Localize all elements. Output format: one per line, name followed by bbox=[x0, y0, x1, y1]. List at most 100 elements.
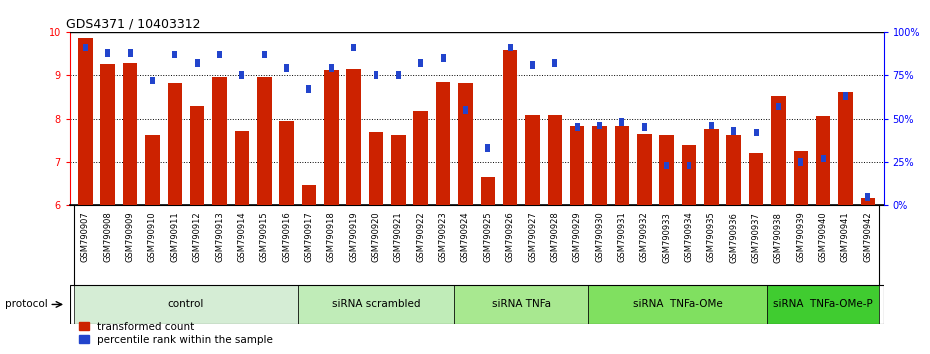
Text: GSM790931: GSM790931 bbox=[618, 212, 627, 262]
Text: GSM790939: GSM790939 bbox=[796, 212, 805, 262]
Bar bbox=[83, 44, 87, 51]
Text: GSM790909: GSM790909 bbox=[126, 212, 135, 262]
Text: GSM790924: GSM790924 bbox=[461, 212, 470, 262]
Bar bbox=[285, 64, 289, 72]
Text: GSM790910: GSM790910 bbox=[148, 212, 157, 262]
Bar bbox=[481, 177, 495, 205]
Text: GSM790940: GSM790940 bbox=[818, 212, 828, 262]
Bar bbox=[637, 134, 652, 205]
Bar bbox=[324, 70, 339, 205]
Bar bbox=[307, 85, 312, 93]
Text: GSM790932: GSM790932 bbox=[640, 212, 649, 262]
Text: GSM790923: GSM790923 bbox=[439, 212, 447, 262]
Text: GSM790921: GSM790921 bbox=[394, 212, 403, 262]
Bar bbox=[217, 51, 222, 58]
Text: GSM790934: GSM790934 bbox=[684, 212, 694, 262]
Bar bbox=[257, 78, 272, 205]
Text: control: control bbox=[167, 299, 205, 309]
Bar bbox=[860, 198, 875, 205]
Text: GSM790908: GSM790908 bbox=[103, 212, 113, 262]
Bar bbox=[392, 135, 405, 205]
Bar bbox=[458, 83, 472, 205]
Bar bbox=[127, 49, 133, 57]
Bar bbox=[352, 44, 356, 51]
Bar bbox=[346, 69, 361, 205]
Text: GSM790915: GSM790915 bbox=[259, 212, 269, 262]
Bar bbox=[866, 193, 870, 201]
Bar bbox=[597, 122, 602, 130]
Bar bbox=[414, 111, 428, 205]
Bar bbox=[150, 76, 155, 84]
Text: siRNA  TNFa-OMe: siRNA TNFa-OMe bbox=[633, 299, 723, 309]
Bar bbox=[239, 71, 245, 79]
Bar bbox=[105, 49, 111, 57]
Bar bbox=[838, 92, 853, 205]
Bar bbox=[418, 59, 423, 67]
Text: protocol: protocol bbox=[5, 299, 47, 309]
Bar bbox=[167, 83, 182, 205]
Bar bbox=[664, 161, 669, 169]
Text: GSM790914: GSM790914 bbox=[237, 212, 246, 262]
Bar bbox=[767, 285, 879, 324]
Bar bbox=[816, 116, 830, 205]
Bar bbox=[619, 118, 624, 126]
Bar bbox=[753, 129, 759, 136]
Bar bbox=[798, 158, 804, 166]
Text: GSM790938: GSM790938 bbox=[774, 212, 783, 263]
Text: GSM790926: GSM790926 bbox=[506, 212, 514, 262]
Bar bbox=[279, 121, 294, 205]
Bar bbox=[374, 71, 379, 79]
Bar bbox=[731, 127, 737, 135]
Text: GSM790911: GSM790911 bbox=[170, 212, 179, 262]
Text: GDS4371 / 10403312: GDS4371 / 10403312 bbox=[66, 18, 200, 31]
Text: GSM790916: GSM790916 bbox=[282, 212, 291, 262]
Bar bbox=[485, 144, 490, 152]
Text: GSM790913: GSM790913 bbox=[215, 212, 224, 262]
Bar bbox=[771, 96, 786, 205]
Text: GSM790936: GSM790936 bbox=[729, 212, 738, 263]
Bar bbox=[194, 59, 200, 67]
Bar bbox=[329, 64, 334, 72]
Text: GSM790922: GSM790922 bbox=[417, 212, 425, 262]
Bar bbox=[261, 51, 267, 58]
Bar bbox=[843, 92, 848, 100]
Bar bbox=[463, 106, 468, 114]
Bar bbox=[525, 115, 539, 205]
Bar bbox=[820, 155, 826, 162]
Bar bbox=[793, 151, 808, 205]
Bar bbox=[436, 82, 450, 205]
Bar bbox=[776, 103, 781, 110]
Text: GSM790925: GSM790925 bbox=[484, 212, 492, 262]
Bar bbox=[298, 285, 454, 324]
Text: GSM790942: GSM790942 bbox=[863, 212, 872, 262]
Bar bbox=[726, 135, 741, 205]
Bar bbox=[570, 126, 584, 205]
Bar bbox=[212, 76, 227, 205]
Bar bbox=[100, 63, 115, 205]
Bar bbox=[642, 123, 646, 131]
Text: GSM790933: GSM790933 bbox=[662, 212, 671, 263]
Text: GSM790918: GSM790918 bbox=[326, 212, 336, 262]
Bar bbox=[74, 285, 298, 324]
Bar bbox=[530, 61, 535, 69]
Bar bbox=[454, 285, 589, 324]
Bar bbox=[503, 50, 517, 205]
Bar bbox=[234, 131, 249, 205]
Bar bbox=[123, 63, 138, 205]
Bar bbox=[704, 130, 719, 205]
Bar bbox=[592, 126, 607, 205]
Text: GSM790917: GSM790917 bbox=[304, 212, 313, 262]
Text: GSM790928: GSM790928 bbox=[551, 212, 559, 262]
Legend: transformed count, percentile rank within the sample: transformed count, percentile rank withi… bbox=[75, 317, 277, 349]
Text: GSM790937: GSM790937 bbox=[751, 212, 761, 263]
Bar bbox=[190, 107, 205, 205]
Text: GSM790912: GSM790912 bbox=[193, 212, 202, 262]
Text: GSM790920: GSM790920 bbox=[371, 212, 380, 262]
Bar bbox=[686, 161, 692, 169]
Bar bbox=[172, 51, 178, 58]
Bar bbox=[78, 38, 93, 205]
Bar bbox=[369, 132, 383, 205]
Bar bbox=[575, 123, 579, 131]
Bar bbox=[301, 184, 316, 205]
Bar bbox=[615, 126, 630, 205]
